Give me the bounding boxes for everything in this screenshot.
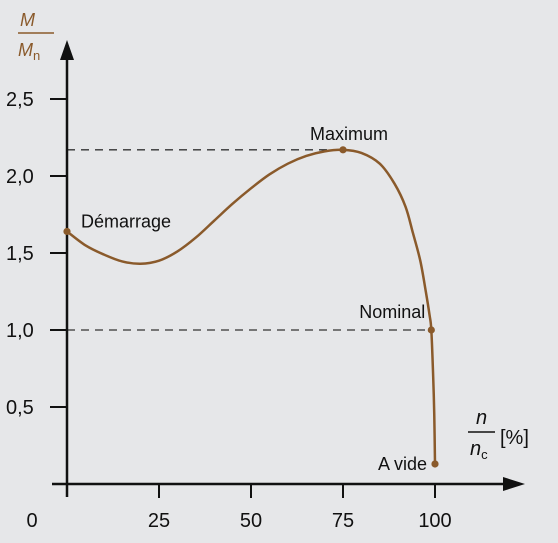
x-axis-label: n nc [%]: [468, 407, 529, 462]
annotation-label-1: Maximum: [310, 124, 388, 144]
y-axis-label: M Mn: [18, 10, 54, 63]
torque-curve: [65, 148, 437, 466]
svg-text:nc: nc: [470, 438, 488, 462]
xlabel-denominator: n: [470, 438, 481, 460]
ylabel-denominator-subscript: n: [33, 48, 40, 63]
y-tick-label-4: 2,5: [6, 89, 34, 111]
point-markers: [63, 146, 439, 468]
y-tick-label-2: 1,5: [6, 243, 34, 265]
x-axis-arrowhead: [503, 477, 525, 491]
y-axis-arrowhead: [60, 40, 74, 60]
xlabel-unit: [%]: [500, 427, 529, 449]
marker-0: [63, 227, 71, 236]
annotation-label-3: A vide: [378, 454, 427, 474]
ylabel-numerator: M: [20, 10, 35, 30]
reference-lines: [67, 149, 432, 331]
svg-text:Mn: Mn: [18, 40, 40, 63]
x-tick-label-4: 100: [418, 510, 451, 532]
x-tick-label-0: 0: [26, 510, 37, 532]
tick-labels: 0,5 1,0 1,5 2,0 2,5 0 25 50 75 100: [6, 89, 452, 532]
ylabel-denominator: M: [18, 40, 33, 60]
y-tick-label-1: 1,0: [6, 320, 34, 342]
xlabel-denominator-subscript: c: [481, 447, 488, 462]
xlabel-numerator: n: [476, 407, 487, 429]
marker-3: [431, 460, 439, 468]
annotation-label-0: Démarrage: [81, 211, 171, 231]
x-tick-label-3: 75: [332, 510, 354, 532]
marker-1: [339, 146, 347, 154]
y-tick-label-0: 0,5: [6, 397, 34, 419]
x-tick-label-2: 50: [240, 510, 262, 532]
axis-ticks: [50, 98, 436, 498]
y-tick-label-3: 2,0: [6, 166, 34, 188]
annotations: Démarrage Maximum Nominal A vide: [81, 124, 427, 474]
annotation-label-2: Nominal: [359, 302, 425, 322]
x-tick-label-1: 25: [148, 510, 170, 532]
marker-2: [427, 326, 435, 334]
